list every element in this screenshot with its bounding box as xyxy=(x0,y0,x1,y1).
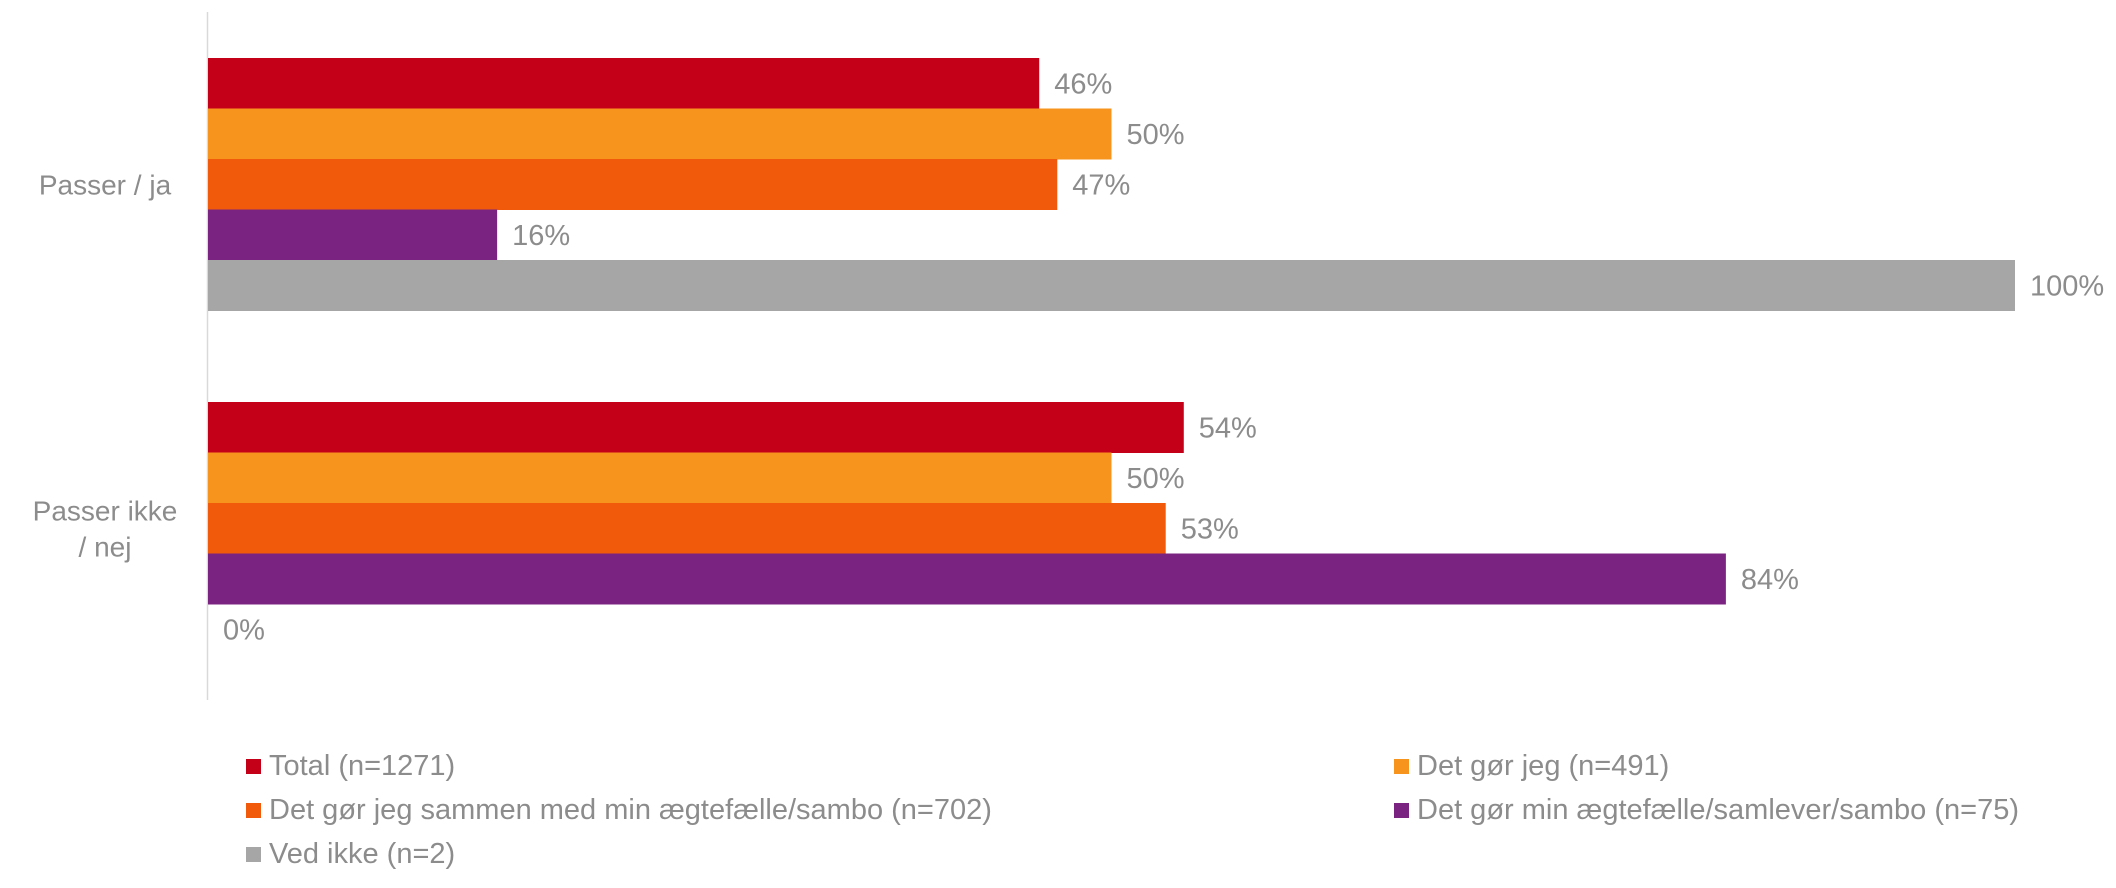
bar-passer-ikke-nej-series-3 xyxy=(208,503,1166,554)
bar-passer-ja-series-1 xyxy=(208,58,1040,109)
category-label-passer-ikke-nej: Passer ikke / nej xyxy=(33,495,178,562)
bar-passer-ikke-nej-series-2 xyxy=(208,452,1112,504)
bar-passer-ikke-nej-series-4 xyxy=(208,553,1726,605)
category-label-passer-ja: Passer / ja xyxy=(39,169,172,200)
value-label-passer-ja-series-4: 16% xyxy=(512,220,570,252)
bar-passer-ja-series-5 xyxy=(208,260,2015,311)
value-label-passer-ikke-nej-series-3: 53% xyxy=(1181,513,1239,545)
bars xyxy=(208,58,2015,605)
value-label-passer-ja-series-1: 46% xyxy=(1054,68,1112,100)
value-labels: 46% 50% 47% 16% 100% 54% 50% 53% 84% 0% xyxy=(223,68,2104,646)
bar-passer-ja-series-3 xyxy=(208,159,1058,210)
value-label-passer-ja-series-5: 100% xyxy=(2030,270,2104,302)
value-label-passer-ja-series-2: 50% xyxy=(1127,119,1185,151)
value-label-passer-ikke-nej-series-1: 54% xyxy=(1199,412,1257,444)
value-label-passer-ja-series-3: 47% xyxy=(1072,169,1130,201)
bar-passer-ja-series-2 xyxy=(208,108,1112,160)
value-label-passer-ikke-nej-series-2: 50% xyxy=(1127,463,1185,495)
value-label-passer-ikke-nej-series-5: 0% xyxy=(223,614,265,646)
value-label-passer-ikke-nej-series-4: 84% xyxy=(1741,564,1799,596)
bar-passer-ja-series-4 xyxy=(208,209,498,261)
category-labels: Passer / ja Passer ikke / nej xyxy=(33,169,178,562)
bar-passer-ikke-nej-series-1 xyxy=(208,402,1184,453)
